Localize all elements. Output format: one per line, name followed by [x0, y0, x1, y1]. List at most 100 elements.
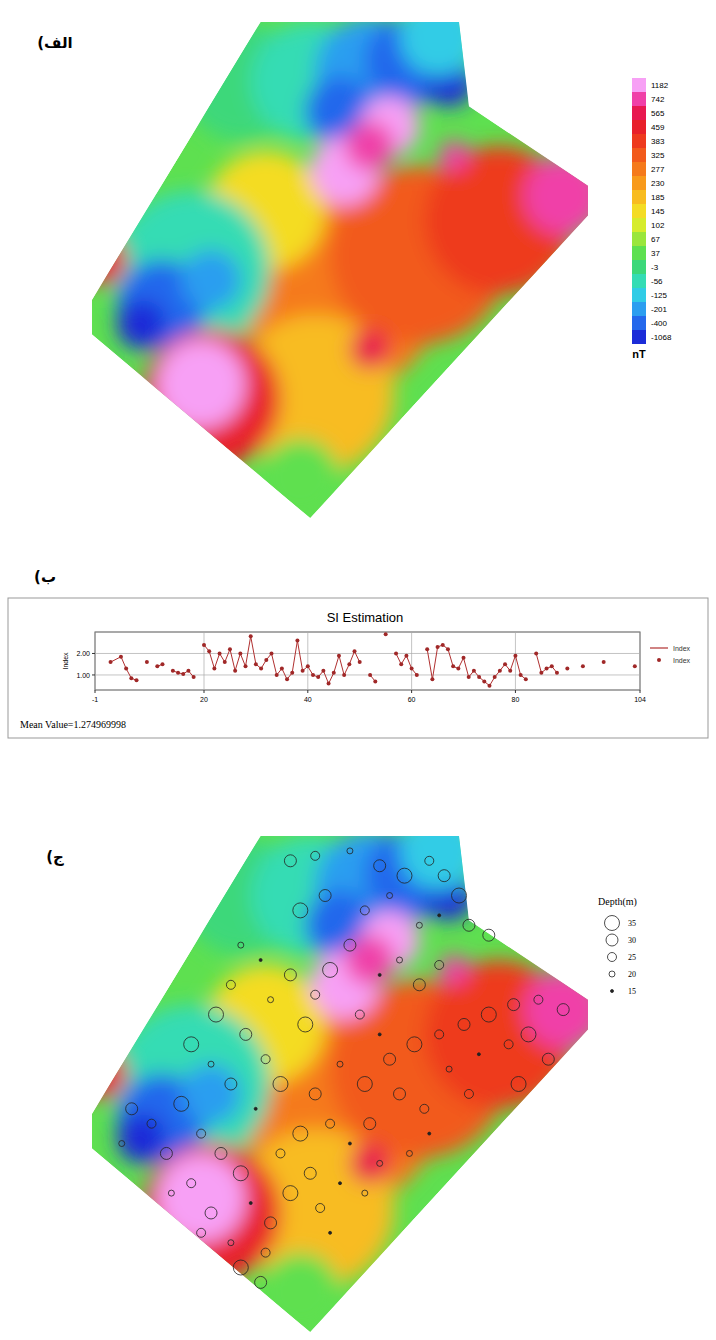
colorbar-step [632, 316, 646, 330]
depth-legend-label: 35 [628, 919, 636, 928]
series-point [259, 667, 263, 671]
depth-point [378, 973, 381, 976]
colorbar-step [632, 246, 646, 260]
series-point [332, 671, 336, 675]
depth-point [435, 960, 444, 969]
depth-point [298, 1017, 313, 1032]
depth-point [309, 1088, 321, 1100]
anomaly [181, 250, 241, 310]
series-point [145, 660, 149, 664]
series-point [446, 647, 450, 651]
series-point [545, 667, 549, 671]
depth-point [360, 906, 369, 915]
colorbar-step [632, 148, 646, 162]
depth-point [407, 1037, 422, 1052]
depth-legend-label: 25 [628, 953, 636, 962]
depth-point [254, 1107, 257, 1110]
chart-frame [8, 598, 708, 738]
series-point [399, 662, 403, 666]
depth-point [249, 1202, 252, 1205]
depth-legend-symbol [611, 990, 614, 993]
colorbar-label: -400 [651, 319, 668, 328]
series-point [238, 651, 242, 655]
grid-line [640, 632, 641, 690]
depth-point [508, 999, 520, 1011]
series-point [384, 632, 388, 636]
depth-point [355, 1010, 364, 1019]
series-point [228, 647, 232, 651]
depth-point [364, 1118, 376, 1130]
anomaly [524, 156, 603, 235]
depth-point [377, 1160, 383, 1166]
colorbar-label: 565 [651, 109, 665, 118]
depth-point [464, 1089, 473, 1098]
series-point [508, 669, 512, 673]
series-point [487, 684, 491, 688]
anomaly [77, 235, 127, 285]
depth-point [311, 851, 320, 860]
series-point [477, 675, 481, 679]
depth-point [477, 1053, 480, 1056]
depth-point [225, 1078, 237, 1090]
colorbar-step [632, 106, 646, 120]
series-point [436, 645, 440, 649]
plot-area [95, 632, 640, 690]
colorbar-step [632, 302, 646, 316]
series-point [269, 651, 273, 655]
magnetic-map [77, 811, 603, 1332]
colorbar-step [632, 232, 646, 246]
depth-point [119, 1141, 125, 1147]
x-tick-label: -1 [92, 696, 98, 703]
depth-point [521, 1027, 536, 1042]
depth-point [438, 870, 450, 882]
depth-point [304, 1167, 316, 1179]
anomaly-field [77, 811, 603, 1332]
tick [307, 690, 308, 693]
depth-point [348, 1142, 351, 1145]
series-point [275, 673, 279, 677]
depth-point [265, 1217, 277, 1229]
tick [640, 690, 641, 693]
series-point [321, 669, 325, 673]
anomaly [112, 1005, 271, 1164]
series-point [581, 664, 585, 668]
series-point [565, 667, 569, 671]
depth-legend-symbol [609, 971, 615, 977]
series-point [555, 671, 559, 675]
depth-point [557, 1004, 569, 1016]
colorbar-step [632, 176, 646, 190]
grid-line [95, 632, 96, 690]
colorbar-label: 325 [651, 151, 665, 160]
depth-point [174, 1096, 189, 1111]
series-point [160, 662, 164, 666]
depth-legend-label: 15 [628, 987, 636, 996]
colorbar-label: 1182 [651, 81, 669, 90]
anomaly [345, 935, 395, 985]
depth-point [205, 1207, 217, 1219]
figure: الف)118274256545938332527723018514510267… [0, 0, 716, 1340]
series-point [212, 667, 216, 671]
depth-point [413, 979, 425, 991]
series-point [176, 671, 180, 675]
depth-point [240, 1028, 252, 1040]
series-point [223, 660, 227, 664]
series-point [233, 669, 237, 673]
colorbar-label: 185 [651, 193, 665, 202]
series-point [602, 660, 606, 664]
anomaly [156, 1153, 245, 1242]
series-point [519, 673, 523, 677]
series-point [295, 639, 299, 643]
depth-point [425, 856, 434, 865]
x-tick-label: 20 [200, 696, 208, 703]
depth-point [197, 1228, 206, 1237]
grid-line [204, 632, 205, 690]
depth-legend-symbol [606, 934, 618, 946]
depth-point [347, 848, 353, 854]
depth-point [428, 1132, 431, 1135]
depth-point [438, 914, 441, 917]
depth-point [481, 1007, 496, 1022]
series-point [327, 682, 331, 686]
anomaly [181, 1064, 241, 1124]
depth-point [283, 1186, 298, 1201]
series-point [534, 651, 538, 655]
